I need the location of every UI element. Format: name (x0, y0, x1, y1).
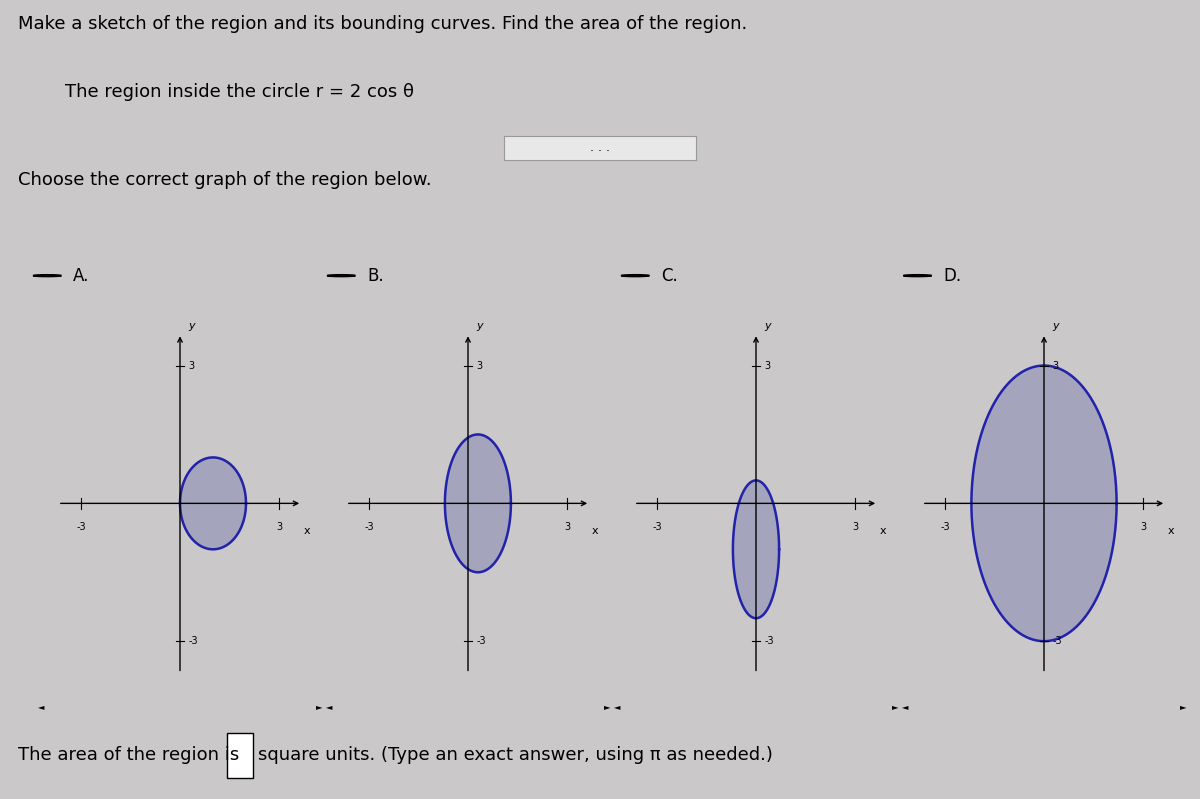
Text: -3: -3 (940, 522, 950, 532)
Polygon shape (445, 435, 511, 572)
Text: 3: 3 (276, 522, 282, 532)
Text: x: x (304, 527, 311, 536)
Text: A.: A. (73, 267, 90, 284)
Text: B.: B. (367, 267, 384, 284)
Text: -3: -3 (188, 636, 198, 646)
Text: ►: ► (1180, 702, 1187, 711)
Text: -3: -3 (76, 522, 86, 532)
Text: The region inside the circle r = 2 cos θ: The region inside the circle r = 2 cos θ (65, 83, 414, 101)
Text: y: y (1052, 321, 1058, 332)
Text: ►: ► (892, 702, 899, 711)
Text: x: x (880, 527, 887, 536)
Text: 3: 3 (764, 360, 770, 371)
Text: Make a sketch of the region and its bounding curves. Find the area of the region: Make a sketch of the region and its boun… (18, 15, 748, 33)
Text: The area of the region is: The area of the region is (18, 746, 239, 764)
Text: x: x (1168, 527, 1175, 536)
Text: ◄: ◄ (325, 702, 332, 711)
Text: 3: 3 (188, 360, 194, 371)
Text: D.: D. (943, 267, 961, 284)
Text: y: y (188, 321, 194, 332)
Text: 3: 3 (564, 522, 570, 532)
Text: ►: ► (604, 702, 611, 711)
Text: ◄: ◄ (37, 702, 44, 711)
Text: square units. (Type an exact answer, using π as needed.): square units. (Type an exact answer, usi… (258, 746, 773, 764)
Text: 3: 3 (1140, 522, 1146, 532)
Text: Choose the correct graph of the region below.: Choose the correct graph of the region b… (18, 172, 432, 189)
Text: -3: -3 (364, 522, 374, 532)
Text: x: x (592, 527, 599, 536)
Text: 3: 3 (852, 522, 858, 532)
Polygon shape (180, 458, 246, 549)
Text: . . .: . . . (590, 141, 610, 154)
Text: 3: 3 (1052, 360, 1058, 371)
Text: ►: ► (316, 702, 323, 711)
Text: C.: C. (661, 267, 678, 284)
Text: ◄: ◄ (901, 702, 908, 711)
Text: -3: -3 (652, 522, 662, 532)
Text: y: y (764, 321, 770, 332)
Polygon shape (972, 366, 1116, 641)
FancyBboxPatch shape (227, 733, 253, 778)
Text: 3: 3 (476, 360, 482, 371)
Polygon shape (733, 480, 779, 618)
Text: -3: -3 (764, 636, 774, 646)
Text: -3: -3 (476, 636, 486, 646)
Text: y: y (476, 321, 482, 332)
Text: ◄: ◄ (613, 702, 620, 711)
Text: -3: -3 (1052, 636, 1062, 646)
